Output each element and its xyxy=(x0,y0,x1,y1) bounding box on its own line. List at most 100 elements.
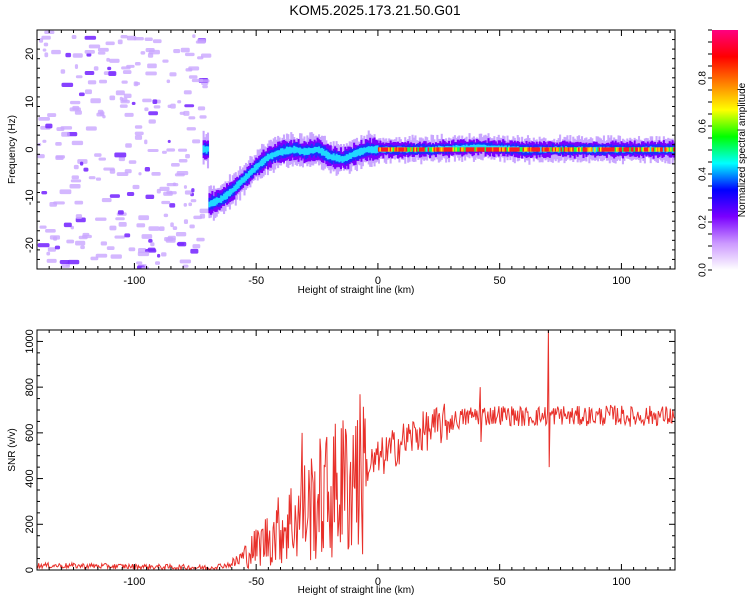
noise-speckle xyxy=(169,203,176,208)
ridge-cell xyxy=(290,147,293,154)
ridge-core-cell xyxy=(635,147,638,152)
noise-speckle xyxy=(186,127,196,131)
noise-speckle xyxy=(191,188,195,193)
colorbar-tick-label: 0.6 xyxy=(698,119,709,133)
heatmap-ylabel: Frequency (Hz) xyxy=(7,115,18,184)
noise-speckle xyxy=(109,58,120,63)
ridge-core-cell xyxy=(535,147,538,152)
noise-speckle xyxy=(185,154,190,159)
noise-speckle xyxy=(183,90,192,95)
ridge-cell xyxy=(309,147,312,154)
noise-speckle xyxy=(147,52,154,58)
noise-speckle xyxy=(115,217,125,221)
ridge-core-cell xyxy=(456,147,459,152)
noise-speckle xyxy=(134,131,144,136)
ridge-cell xyxy=(475,144,478,150)
noise-speckle xyxy=(116,172,129,176)
ridge-core-cell xyxy=(557,147,560,152)
noise-speckle xyxy=(144,107,149,112)
noise-speckle xyxy=(177,148,188,152)
ridge-core-cell xyxy=(506,147,509,152)
ridge-core-cell xyxy=(537,147,540,152)
ridge-core-cell xyxy=(464,147,467,152)
noise-speckle xyxy=(86,52,92,57)
ridge-cell xyxy=(304,148,307,155)
noise-speckle xyxy=(118,156,126,162)
ridge-core-cell xyxy=(500,147,503,152)
ridge-core-cell xyxy=(551,147,554,152)
noise-speckle xyxy=(110,254,122,259)
ridge-core-cell xyxy=(632,147,635,152)
ridge-core-cell xyxy=(396,147,399,152)
ridge-core-cell xyxy=(655,147,658,152)
noise-speckle xyxy=(41,35,51,40)
ridge-core-cell xyxy=(402,147,405,152)
ridge-core-cell xyxy=(490,147,493,152)
ridge-core-cell xyxy=(592,147,595,152)
noise-speckle xyxy=(61,131,70,137)
ridge-cell xyxy=(301,148,305,155)
ridge-core-cell xyxy=(665,147,668,152)
ridge-cell xyxy=(312,147,315,154)
ridge-core-cell xyxy=(496,147,499,152)
ridge-core-cell xyxy=(417,147,420,152)
noise-speckle xyxy=(136,223,146,228)
noise-speckle xyxy=(196,237,205,242)
ridge-cell xyxy=(217,197,220,203)
noise-speckle xyxy=(93,66,99,71)
snr-series-line xyxy=(37,330,675,570)
noise-speckle xyxy=(133,36,144,41)
ridge-core-cell xyxy=(389,147,392,152)
noise-speckle xyxy=(124,233,131,238)
x-tick-label: -50 xyxy=(248,275,264,287)
ridge-core-cell xyxy=(426,147,429,152)
noise-speckle xyxy=(184,104,195,108)
ridge-core-cell xyxy=(391,147,394,152)
ridge-core-cell xyxy=(427,147,430,152)
ridge-core-cell xyxy=(472,147,475,152)
noise-speckle xyxy=(38,116,50,121)
ridge-core-cell xyxy=(626,147,629,152)
ridge-core-cell xyxy=(567,147,570,152)
ridge-core-cell xyxy=(522,147,525,152)
ridge-cell xyxy=(376,145,379,153)
noise-speckle xyxy=(79,161,84,166)
ridge-cell xyxy=(275,150,278,157)
noise-speckle xyxy=(118,222,127,227)
ridge-core-cell xyxy=(379,147,382,152)
noise-speckle xyxy=(188,75,198,79)
ridge-core-cell xyxy=(662,147,665,152)
ridge-cell xyxy=(354,149,357,158)
noise-speckle xyxy=(54,245,61,250)
noise-speckle xyxy=(158,226,165,231)
noise-speckle xyxy=(141,234,153,239)
ridge-core-cell xyxy=(461,147,464,152)
ridge-core-cell xyxy=(624,147,627,152)
noise-speckle xyxy=(155,261,161,265)
noise-speckle xyxy=(178,158,188,163)
x-tick-label: -100 xyxy=(123,275,145,287)
ridge-cell xyxy=(274,151,277,158)
ridge-core-cell xyxy=(503,147,506,152)
noise-speckle xyxy=(134,135,143,140)
y-tick-label: 400 xyxy=(24,469,36,487)
ridge-core-cell xyxy=(420,147,423,152)
noise-speckle xyxy=(53,201,65,205)
ridge-core-cell xyxy=(480,147,483,152)
noise-speckle xyxy=(189,224,195,229)
snr-ylabel: SNR (v/v) xyxy=(7,428,18,471)
y-tick-label: -20 xyxy=(24,237,36,253)
ridge-core-cell xyxy=(613,147,616,152)
x-tick-label: 100 xyxy=(612,275,630,287)
ridge-cell xyxy=(480,144,483,150)
ridge-core-cell xyxy=(585,147,588,152)
ridge-core-cell xyxy=(614,147,617,152)
ridge-core-cell xyxy=(483,147,486,152)
ridge-cell xyxy=(204,146,207,152)
noise-speckle xyxy=(174,173,185,177)
noise-speckle xyxy=(114,235,126,239)
ridge-core-cell xyxy=(569,147,572,152)
heatmap-frame xyxy=(36,29,676,270)
ridge-cell xyxy=(209,200,212,207)
noise-speckle xyxy=(183,110,190,116)
